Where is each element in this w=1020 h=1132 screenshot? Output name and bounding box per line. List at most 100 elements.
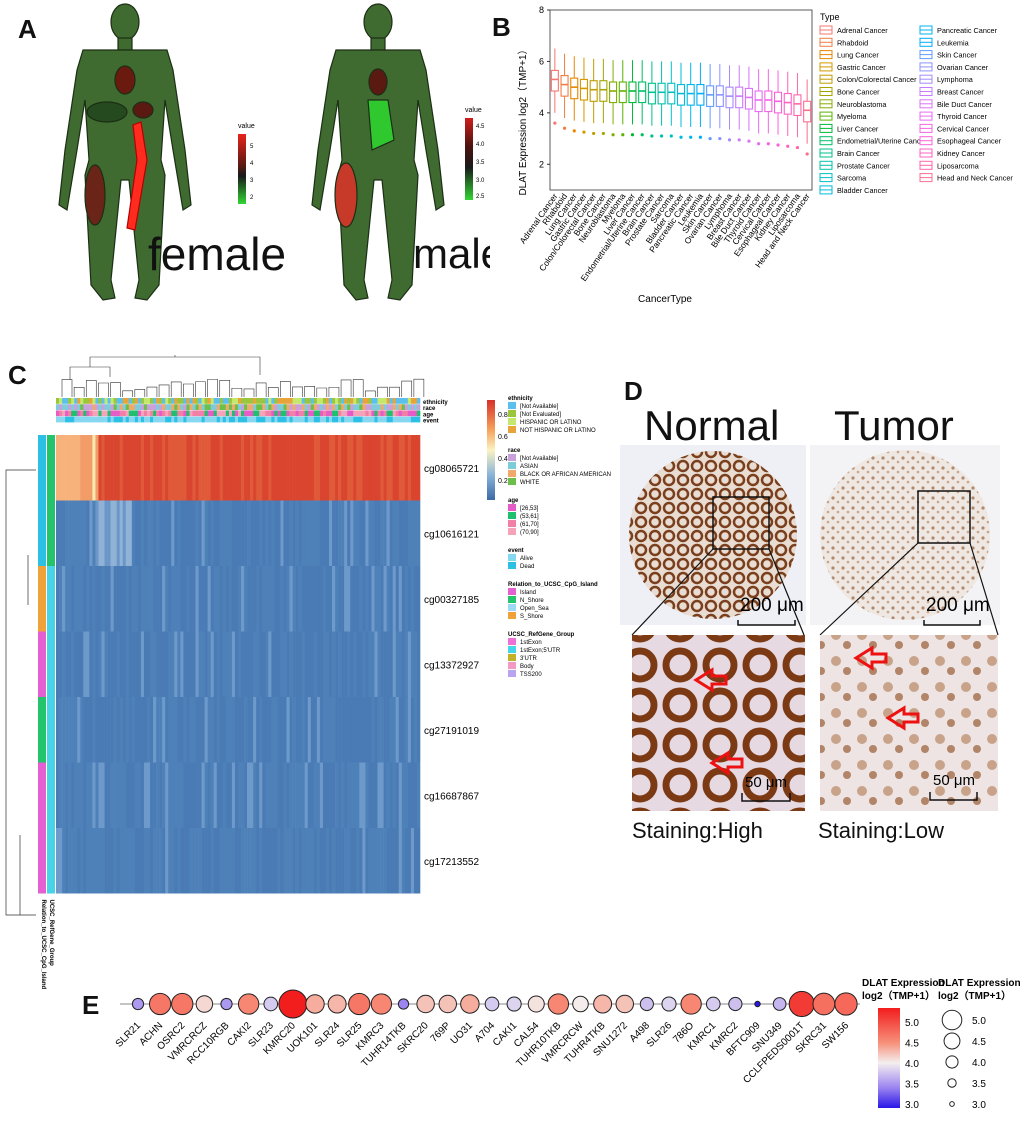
heatmap-annotation-cell xyxy=(395,416,400,423)
heatmap-cell xyxy=(219,697,224,763)
heatmap-annotation-cell xyxy=(65,404,69,410)
heatmap-annotation-cell xyxy=(238,398,242,404)
bubble-point xyxy=(572,995,589,1013)
heatmap-annotation-cell xyxy=(356,404,360,410)
heatmap-cell xyxy=(107,762,111,828)
heatmap-cell xyxy=(356,697,360,763)
boxplot-legend-label: Bone Cancer xyxy=(837,88,880,97)
heatmap-cell xyxy=(389,631,393,697)
heatmap-cell xyxy=(389,697,393,763)
heatmap-cell xyxy=(101,828,105,894)
boxplot-y-tick-label: 2 xyxy=(539,159,544,169)
heatmap-annotation-cell xyxy=(131,404,136,410)
ihc-images: 200 μm 50 μm 200 μm 50 μm xyxy=(620,445,1000,811)
heatmap-cell xyxy=(392,762,397,828)
heatmap-cell xyxy=(62,828,66,894)
heatmap-cell xyxy=(298,500,302,566)
heatmap-cell xyxy=(159,631,163,697)
heatmap-cell xyxy=(231,828,236,894)
bubble-size-legend-tick: 4.5 xyxy=(972,1037,986,1048)
heatmap-annotation-cell xyxy=(286,398,290,404)
heatmap-annotation-cell xyxy=(368,404,372,410)
heatmap-cell xyxy=(143,697,148,763)
heatmap-cell xyxy=(110,500,114,566)
heatmap-annotation-cell xyxy=(380,416,384,423)
heatmap-column-dendrogram-branch xyxy=(401,380,413,397)
heatmap-annotation-cell xyxy=(198,410,202,417)
heatmap-cell xyxy=(134,697,139,763)
heatmap-annotation-cell xyxy=(204,398,208,404)
heatmap-annotation-cell xyxy=(147,404,151,410)
heatmap-cell xyxy=(410,435,415,501)
heatmap-annotation-cell xyxy=(147,398,151,404)
bubble-point xyxy=(438,994,457,1014)
heatmap-annotation-cell xyxy=(125,416,130,423)
heatmap-annotation-cell xyxy=(228,404,233,410)
heatmap-cell xyxy=(410,762,415,828)
heatmap-cell xyxy=(174,435,178,501)
heatmap-cell xyxy=(289,566,293,632)
heatmap-cell xyxy=(234,697,239,763)
heatmap-cell xyxy=(410,828,415,894)
boxplot-legend-label: Pancreatic Cancer xyxy=(937,26,998,35)
heatmap-left-track-cell xyxy=(38,631,46,697)
heatmap-cell xyxy=(341,828,345,894)
heatmap-cell xyxy=(341,697,345,763)
heatmap-annotation-cell xyxy=(159,398,163,404)
heatmap-cell xyxy=(259,566,263,632)
heatmap-legend-swatch xyxy=(508,478,516,485)
bubble-point xyxy=(416,994,435,1014)
heatmap-annotation-cell xyxy=(107,410,111,417)
boxplot-iqr-box xyxy=(696,84,705,106)
heatmap-annotation-cell xyxy=(165,416,169,423)
heatmap-cell xyxy=(356,762,360,828)
heatmap-cell xyxy=(186,566,190,632)
heatmap-annotation-cell xyxy=(207,416,211,423)
heatmap-cell xyxy=(219,762,224,828)
heatmap-cell xyxy=(347,631,351,697)
heatmap-annotation-cell xyxy=(228,416,233,423)
heatmap-cell xyxy=(386,500,390,566)
boxplot-outlier xyxy=(737,138,741,142)
heatmap-cell xyxy=(241,500,245,566)
heatmap-cell xyxy=(398,631,403,697)
heatmap-cell xyxy=(125,697,130,763)
heatmap-cell xyxy=(280,435,284,501)
heatmap-cell xyxy=(219,828,224,894)
heatmap-annotation-cell xyxy=(410,398,415,404)
heatmap-annotation-cell xyxy=(210,410,215,417)
heatmap-cell xyxy=(259,697,263,763)
heatmap-cell xyxy=(241,631,245,697)
heatmap-annotation-cell xyxy=(253,410,257,417)
heatmap-annotation-cell xyxy=(222,398,227,404)
boxplot-legend-item: Neuroblastoma xyxy=(819,99,887,109)
heatmap-annotation-cell xyxy=(250,410,254,417)
heatmap-cell xyxy=(238,500,242,566)
heatmap-cell xyxy=(222,828,227,894)
bubble-color-legend-tick: 3.0 xyxy=(905,1100,919,1111)
heatmap-cell xyxy=(350,697,354,763)
heatmap-annotation-cell xyxy=(244,404,248,410)
heatmap-annotation-cell xyxy=(234,404,239,410)
heatmap-annotation-cell xyxy=(201,410,205,417)
heatmap-cell xyxy=(189,697,193,763)
heatmap-cell xyxy=(228,697,233,763)
heatmap-cell xyxy=(137,566,142,632)
heatmap-cell xyxy=(295,697,299,763)
heatmap-annotation-cell xyxy=(313,398,318,404)
heatmap-annotation-cell xyxy=(280,404,284,410)
boxplot-box xyxy=(589,58,598,136)
heatmap-row-label: cg13372927 xyxy=(424,660,479,671)
boxplot-legend-label: Cervical Cancer xyxy=(937,124,989,133)
heatmap-annotation-cell xyxy=(143,410,148,417)
heatmap-cell xyxy=(295,500,299,566)
heatmap-annotation-cell xyxy=(377,398,381,404)
heatmap-annotation-cell xyxy=(159,416,163,423)
heatmap-cell xyxy=(338,435,342,501)
heatmap-cell xyxy=(213,828,218,894)
heatmap-column-dendrogram-branch xyxy=(292,386,303,397)
heatmap-cell xyxy=(95,566,99,632)
heatmap-annotation-cell xyxy=(268,416,272,423)
boxplot-box xyxy=(599,58,608,136)
heatmap-cell xyxy=(71,566,75,632)
